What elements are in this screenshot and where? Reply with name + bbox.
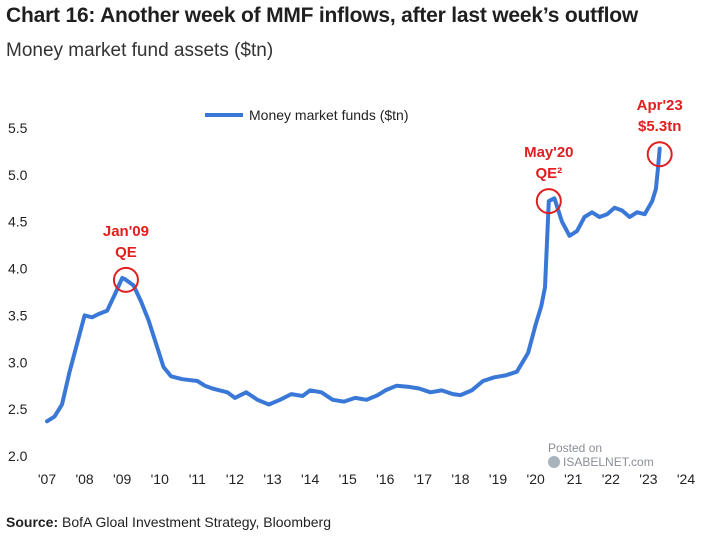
y-tick-label: 3.5 [8, 307, 28, 323]
annotation-circle [646, 141, 673, 168]
x-tick-label: '07 [38, 471, 56, 487]
y-tick-label: 5.5 [8, 120, 28, 136]
annotation-sublabel: $5.3tn [638, 118, 681, 135]
x-tick-label: '24 [677, 471, 695, 487]
source-note: Source: BofA Gloal Investment Strategy, … [6, 514, 331, 530]
series-line-money-market-funds [45, 146, 662, 424]
y-tick-label: 5.0 [8, 167, 28, 183]
chart-subtitle: Money market fund assets ($tn) [6, 40, 274, 61]
x-tick-label: '16 [376, 471, 394, 487]
annotations: Jan'09 QE May'20 QE² Apr'23 $5.3tn [103, 97, 683, 293]
watermark-posted-text: Posted on [548, 441, 603, 455]
annotation-label: Jan'09 [103, 223, 149, 240]
x-tick-label: '18 [451, 471, 469, 487]
y-axis-ticks: 2.0 2.5 3.0 3.5 4.0 4.5 5.0 5.5 [8, 120, 28, 464]
annotation-circle [535, 188, 562, 215]
watermark-site-text: ISABELNET.com [563, 455, 654, 469]
x-tick-label: '11 [189, 471, 206, 487]
annotation-label: Apr'23 [637, 97, 683, 114]
x-tick-label: '21 [564, 471, 582, 487]
x-tick-label: '17 [414, 471, 432, 487]
chart-title: Chart 16: Another week of MMF inflows, a… [6, 4, 639, 27]
x-tick-label: '23 [639, 471, 657, 487]
y-tick-label: 2.5 [8, 401, 28, 417]
source-text: BofA Gloal Investment Strategy, Bloomber… [62, 514, 332, 530]
x-tick-label: '19 [489, 471, 507, 487]
x-tick-label: '20 [527, 471, 545, 487]
x-tick-label: '08 [75, 471, 93, 487]
line-chart: 2.0 2.5 3.0 3.5 4.0 4.5 5.0 5.5 '07 '08 '09 '10 '11… [8, 97, 695, 487]
x-axis-ticks: '07 '08 '09 '10 '11 '12 '13 '14 '15 '16 '17 '18 '19 '… [38, 471, 695, 487]
annotation-circle [112, 266, 139, 293]
watermark-logo-icon [548, 456, 560, 468]
annotation-sublabel: QE² [535, 165, 562, 182]
x-tick-label: '12 [226, 471, 244, 487]
x-tick-label: '15 [339, 471, 357, 487]
y-tick-label: 4.0 [8, 261, 28, 277]
y-tick-label: 3.0 [8, 354, 28, 370]
annotation-label: May'20 [524, 144, 573, 161]
watermark: Posted on ISABELNET.com [548, 441, 654, 469]
legend-label: Money market funds ($tn) [249, 107, 409, 123]
x-tick-label: '22 [602, 471, 620, 487]
annotation-sublabel: QE [115, 244, 137, 261]
source-label: Source: [6, 514, 59, 530]
y-tick-label: 2.0 [8, 448, 28, 464]
y-tick-label: 4.5 [8, 214, 28, 230]
legend: Money market funds ($tn) [205, 107, 409, 123]
x-tick-label: '10 [151, 471, 169, 487]
x-tick-label: '13 [263, 471, 281, 487]
x-tick-label: '14 [301, 471, 319, 487]
x-tick-label: '09 [113, 471, 131, 487]
